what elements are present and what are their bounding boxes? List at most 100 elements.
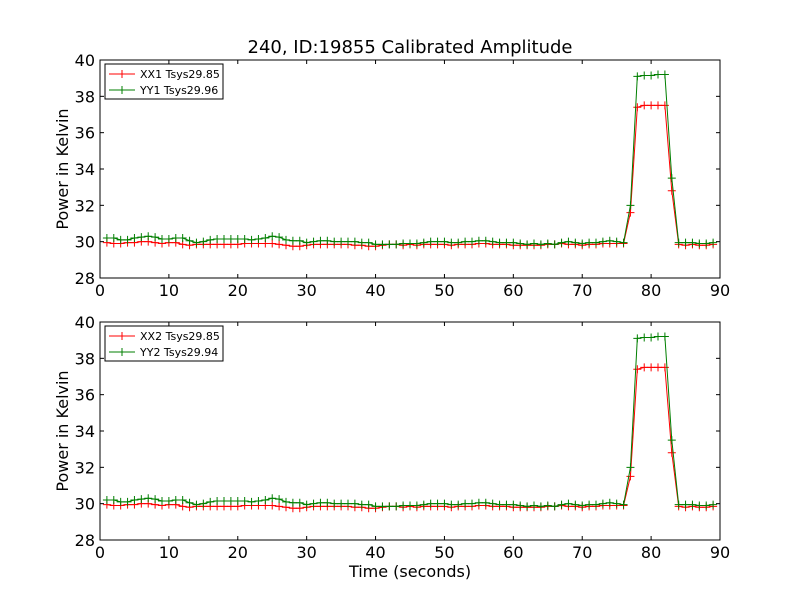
data-point — [399, 239, 408, 248]
data-point — [171, 234, 180, 243]
data-point — [109, 496, 118, 505]
data-point — [598, 499, 607, 508]
legend-marker — [118, 70, 126, 78]
y-tick-label: 40 — [75, 313, 95, 332]
data-point — [640, 363, 649, 372]
x-tick-label: 50 — [434, 281, 454, 300]
data-point — [488, 237, 497, 246]
data-point — [406, 501, 414, 510]
data-point — [261, 496, 270, 505]
data-point — [681, 238, 690, 247]
data-point — [344, 499, 352, 508]
data-point — [240, 234, 249, 243]
legend-label: XX1 Tsys29.85 — [140, 68, 220, 81]
data-point — [295, 236, 304, 245]
y-tick-label: 30 — [75, 233, 95, 252]
data-point — [164, 496, 173, 505]
data-point — [709, 500, 718, 509]
data-point — [612, 499, 621, 508]
data-point — [426, 499, 435, 508]
data-point — [633, 365, 642, 374]
data-point — [337, 237, 346, 246]
y-tick-label: 30 — [75, 495, 95, 514]
data-point — [378, 502, 387, 511]
data-point — [481, 236, 490, 245]
data-point — [640, 333, 649, 342]
data-point — [412, 501, 421, 510]
data-point — [440, 499, 449, 508]
data-point — [261, 234, 270, 243]
data-point — [192, 238, 201, 247]
data-point — [564, 237, 573, 246]
data-point — [633, 72, 642, 81]
data-point — [654, 101, 662, 110]
data-point — [185, 236, 194, 245]
data-point — [468, 499, 476, 508]
data-point — [571, 500, 580, 509]
data-point — [461, 499, 470, 508]
legend-label: YY2 Tsys29.94 — [139, 346, 218, 359]
legend: XX2 Tsys29.85 YY2 Tsys29.94 — [104, 325, 224, 362]
data-point — [447, 238, 456, 247]
y-tick-label: 36 — [75, 124, 95, 143]
y-axis-label: Power in Kelvin — [53, 108, 72, 229]
data-point — [392, 240, 401, 249]
data-point — [626, 472, 635, 481]
data-point — [102, 496, 111, 505]
data-point — [226, 496, 235, 505]
data-point — [536, 240, 545, 249]
data-point — [151, 233, 160, 242]
data-point — [199, 499, 208, 508]
data-point — [309, 237, 318, 246]
data-point — [337, 499, 346, 508]
data-point — [454, 238, 463, 247]
data-point — [357, 500, 366, 509]
data-point — [288, 236, 297, 245]
data-point — [626, 463, 635, 472]
x-tick-label: 0 — [95, 543, 105, 562]
data-point — [419, 238, 428, 247]
data-point — [571, 238, 580, 247]
data-point — [688, 238, 697, 247]
x-tick-label: 0 — [95, 281, 105, 300]
data-point — [454, 500, 463, 509]
y-tick-label: 38 — [75, 349, 95, 368]
y-tick-label: 32 — [75, 458, 95, 477]
data-point — [137, 233, 146, 242]
data-point — [468, 237, 476, 246]
data-point — [502, 500, 511, 509]
data-point — [709, 238, 718, 247]
legend-frame — [104, 325, 224, 362]
data-point — [350, 499, 359, 508]
data-point — [323, 236, 332, 245]
data-point — [536, 502, 545, 511]
y-tick-label: 40 — [75, 51, 95, 70]
data-point — [488, 499, 497, 508]
data-point — [399, 501, 408, 510]
y-tick-label: 34 — [75, 160, 95, 179]
data-point — [426, 237, 435, 246]
x-tick-label: 80 — [641, 543, 661, 562]
data-point — [247, 235, 256, 244]
data-point — [461, 237, 470, 246]
x-tick-label: 10 — [159, 543, 179, 562]
legend-label: XX2 Tsys29.85 — [140, 330, 220, 343]
data-point — [660, 332, 669, 341]
x-tick-label: 60 — [503, 543, 523, 562]
data-point — [130, 234, 139, 243]
data-point — [199, 237, 208, 246]
data-point — [144, 232, 153, 241]
data-point — [316, 236, 325, 245]
data-point — [647, 333, 656, 342]
data-point — [406, 239, 414, 248]
data-point — [550, 240, 559, 249]
data-point — [213, 234, 222, 243]
data-point — [206, 497, 215, 506]
data-point — [350, 237, 359, 246]
data-point — [564, 499, 573, 508]
data-point — [660, 70, 669, 79]
data-point — [385, 240, 394, 249]
data-point — [330, 237, 339, 246]
data-point — [385, 502, 394, 511]
data-point — [302, 500, 311, 509]
